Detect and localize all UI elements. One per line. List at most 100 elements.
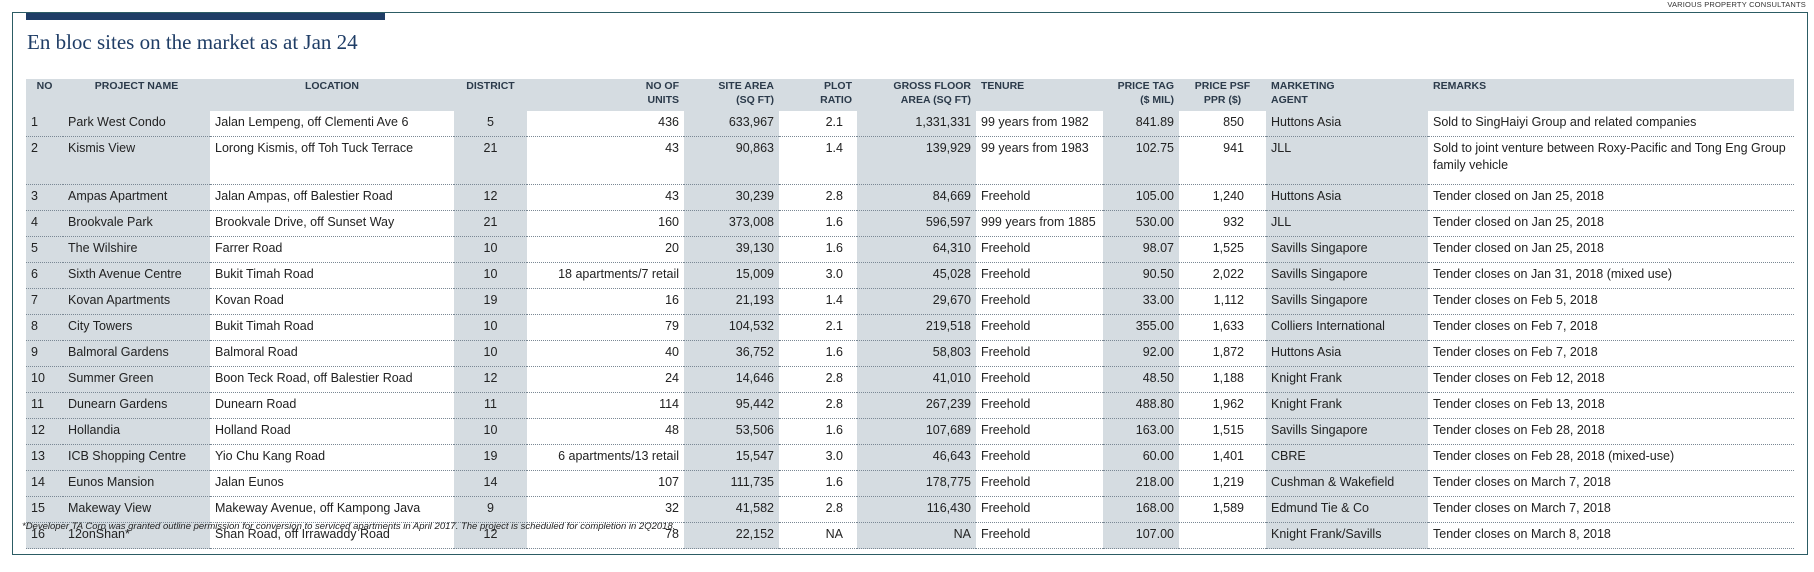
cell-price-psf [1179,522,1266,549]
cell-gfa: 1,331,331 [857,111,976,137]
cell-no: 10 [26,366,63,393]
cell-agent: Cushman & Wakefield [1266,470,1428,497]
cell-tenure: Freehold [976,184,1103,211]
cell-district: 14 [454,470,527,497]
table-row: 6 Sixth Avenue Centre Bukit Timah Road 10 18… [26,262,1794,289]
cell-site-area: 36,752 [684,340,779,367]
cell-gfa: 107,689 [857,418,976,445]
cell-price-psf: 1,240 [1179,184,1266,211]
cell-units: 24 [527,366,684,393]
cell-price-psf: 1,219 [1179,470,1266,497]
table-row: 7 Kovan Apartments Kovan Road 19 16 21,193 1.4… [26,288,1794,315]
cell-tenure: Freehold [976,522,1103,549]
cell-location: Jalan Lempeng, off Clementi Ave 6 [210,111,454,137]
header-price-tag: PRICE TAG ($ MIL) [1103,79,1179,111]
cell-district: 12 [454,522,527,549]
cell-plot-ratio: 2.8 [779,392,857,419]
footnote: *Developer TA Corp was granted outline p… [22,521,676,532]
cell-gfa: 46,643 [857,444,976,471]
cell-gfa: 29,670 [857,288,976,315]
cell-tenure: Freehold [976,418,1103,445]
cell-district: 10 [454,418,527,445]
table-row: 8 City Towers Bukit Timah Road 10 79 104,532 2… [26,314,1794,341]
header-tenure: TENURE [976,79,1103,111]
cell-remarks: Tender closes on Feb 7, 2018 [1428,314,1794,341]
cell-units: 79 [527,314,684,341]
cell-no: 6 [26,262,63,289]
cell-price-tag: 163.00 [1103,418,1179,445]
cell-district: 9 [454,496,527,523]
header-location: LOCATION [210,79,454,111]
cell-price-tag: 98.07 [1103,236,1179,263]
cell-location: Makeway Avenue, off Kampong Java [210,496,454,523]
cell-remarks: Tender closed on Jan 25, 2018 [1428,210,1794,237]
cell-plot-ratio: 1.6 [779,340,857,367]
cell-units: 6 apartments/13 retail [527,444,684,471]
cell-district: 12 [454,366,527,393]
cell-price-psf: 932 [1179,210,1266,237]
cell-plot-ratio: 2.1 [779,314,857,341]
cell-location: Bukit Timah Road [210,314,454,341]
cell-agent: Colliers International [1266,314,1428,341]
cell-agent: JLL [1266,136,1428,185]
cell-price-tag: 33.00 [1103,288,1179,315]
cell-units: 16 [527,288,684,315]
cell-gfa: 116,430 [857,496,976,523]
table-row: 11 Dunearn Gardens Dunearn Road 11 114 95,442… [26,392,1794,419]
header-agent: MARKETING AGENT [1266,79,1428,111]
cell-site-area: 22,152 [684,522,779,549]
cell-site-area: 90,863 [684,136,779,185]
cell-price-tag: 90.50 [1103,262,1179,289]
cell-units: 40 [527,340,684,367]
cell-remarks: Sold to joint venture between Roxy-Pacif… [1428,136,1794,185]
cell-district: 10 [454,236,527,263]
cell-location: Balmoral Road [210,340,454,367]
title-accent-bar [26,13,385,20]
cell-agent: JLL [1266,210,1428,237]
cell-tenure: 999 years from 1885 [976,210,1103,237]
cell-gfa: 84,669 [857,184,976,211]
cell-remarks: Tender closes on March 8, 2018 [1428,522,1794,549]
cell-location: Holland Road [210,418,454,445]
cell-gfa: 219,518 [857,314,976,341]
cell-site-area: 95,442 [684,392,779,419]
cell-price-psf: 1,525 [1179,236,1266,263]
cell-project-name: Summer Green [63,366,210,393]
header-price-psf: PRICE PSF PPR ($) [1179,79,1266,111]
cell-price-psf: 2,022 [1179,262,1266,289]
cell-no: 11 [26,392,63,419]
cell-district: 21 [454,136,527,185]
cell-location: Lorong Kismis, off Toh Tuck Terrace [210,136,454,185]
cell-price-psf: 1,589 [1179,496,1266,523]
cell-district: 19 [454,444,527,471]
cell-gfa: 139,929 [857,136,976,185]
cell-location: Jalan Eunos [210,470,454,497]
cell-remarks: Sold to SingHaiyi Group and related comp… [1428,111,1794,137]
cell-tenure: Freehold [976,470,1103,497]
cell-agent: Knight Frank [1266,392,1428,419]
cell-district: 10 [454,314,527,341]
cell-district: 11 [454,392,527,419]
table-row: 3 Ampas Apartment Jalan Ampas, off Balesti… [26,184,1794,211]
cell-project-name: Makeway View [63,496,210,523]
cell-price-tag: 60.00 [1103,444,1179,471]
cell-plot-ratio: 3.0 [779,262,857,289]
cell-project-name: 12onShan* [63,522,210,549]
cell-remarks: Tender closes on March 7, 2018 [1428,496,1794,523]
cell-no: 16 [26,522,63,549]
cell-units: 32 [527,496,684,523]
cell-units: 18 apartments/7 retail [527,262,684,289]
cell-no: 12 [26,418,63,445]
cell-location: Brookvale Drive, off Sunset Way [210,210,454,237]
cell-tenure: Freehold [976,444,1103,471]
cell-gfa: 45,028 [857,262,976,289]
cell-site-area: 15,547 [684,444,779,471]
cell-project-name: ICB Shopping Centre [63,444,210,471]
cell-price-psf: 850 [1179,111,1266,137]
cell-price-psf: 1,112 [1179,288,1266,315]
cell-price-psf: 1,515 [1179,418,1266,445]
cell-price-tag: 107.00 [1103,522,1179,549]
header-row: NO PROJECT NAME LOCATION DISTRICT NO OF U… [26,79,1794,111]
cell-price-tag: 102.75 [1103,136,1179,185]
cell-no: 7 [26,288,63,315]
